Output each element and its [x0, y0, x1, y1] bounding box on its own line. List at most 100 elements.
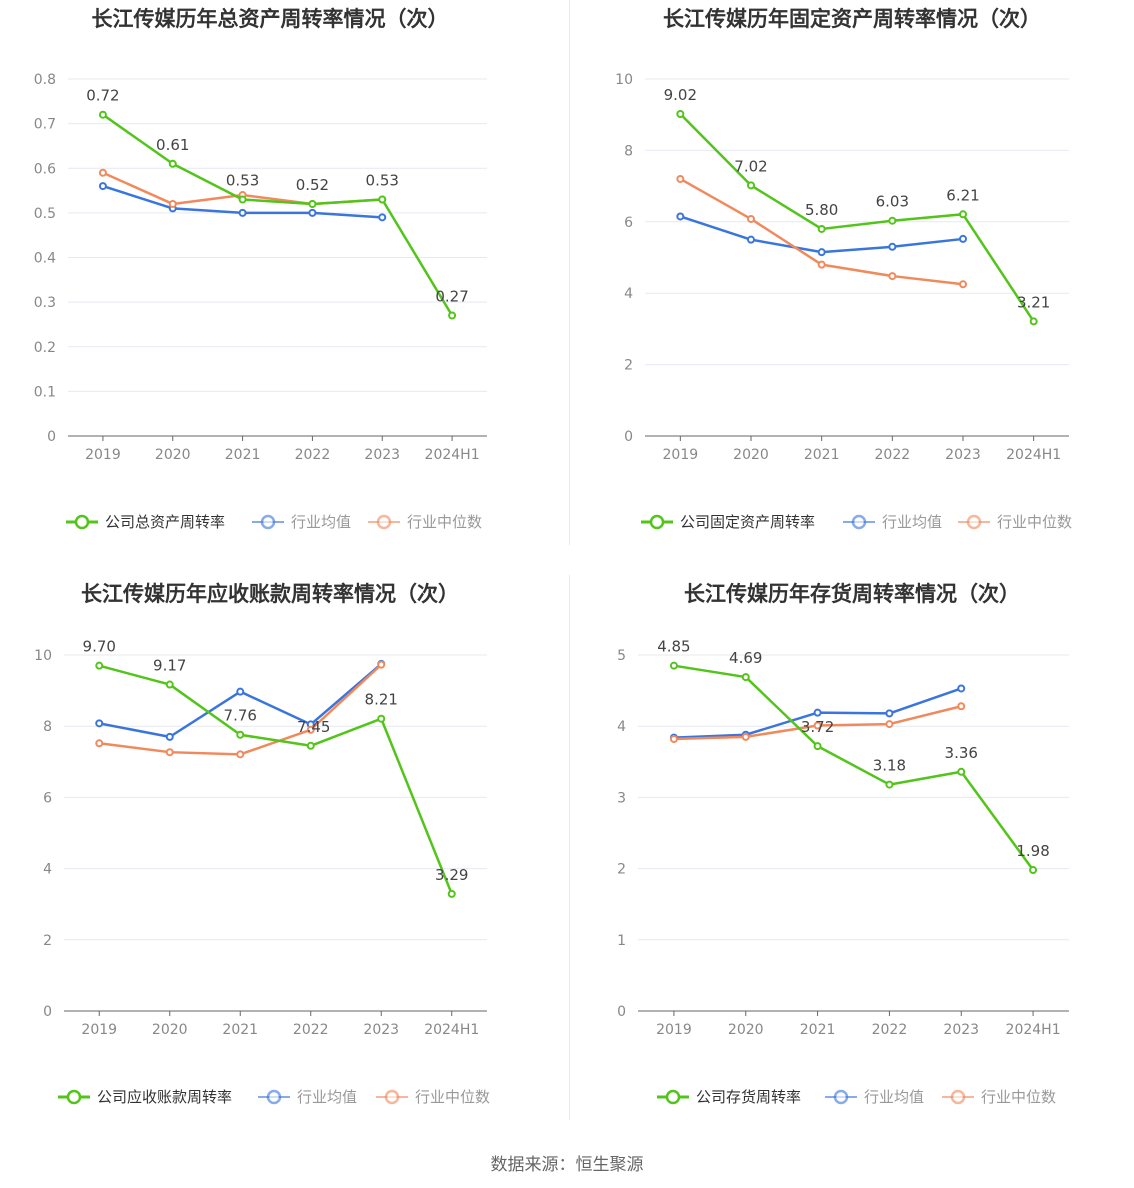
data-label: 0.72: [86, 87, 119, 105]
legend-marker-company: [66, 1089, 82, 1105]
x-tick-label: 2024H1: [424, 1022, 479, 1038]
data-label: 7.02: [734, 157, 767, 175]
data-point-avg: [813, 708, 822, 717]
y-tick-label: 2: [43, 933, 52, 949]
data-point-median: [236, 750, 245, 759]
data-point-median: [888, 272, 897, 281]
y-tick-label: 0.6: [34, 161, 56, 177]
legend-marker-avg: [851, 514, 867, 530]
data-label: 1.98: [1016, 842, 1049, 860]
data-point-company: [676, 109, 685, 118]
data-point-median: [168, 199, 177, 208]
data-point-company: [378, 195, 387, 204]
data-point-median: [377, 660, 386, 669]
data-point-avg: [165, 732, 174, 741]
x-tick-label: 2020: [733, 447, 769, 463]
data-label: 3.18: [873, 757, 906, 775]
data-point-company: [669, 661, 678, 670]
data-label: 0.61: [156, 136, 189, 154]
chart-title: 长江传媒历年应收账款周转率情况（次）: [81, 582, 459, 606]
x-tick-label: 2021: [225, 447, 261, 463]
data-point-median: [747, 214, 755, 223]
y-tick-label: 10: [615, 72, 633, 88]
y-tick-label: 0.7: [34, 117, 56, 133]
x-tick-label: 2019: [85, 447, 121, 463]
data-point-avg: [885, 709, 894, 718]
series-line-company: [679, 113, 1035, 323]
data-point-company: [165, 680, 174, 689]
data-point-company: [741, 673, 750, 682]
data-point-avg: [888, 242, 897, 251]
chart-svg: 长江传媒历年总资产周转率情况（次） 0 0.1 0.2 0.3 0.4 0.5 0.6 0.7 0…: [34, 7, 487, 531]
y-tick-label: 0.8: [34, 72, 56, 88]
data-label: 0.53: [226, 171, 259, 189]
y-tick-label: 0.3: [34, 295, 56, 311]
data-point-company: [308, 199, 317, 208]
data-label: 0.53: [366, 171, 399, 189]
data-point-company: [817, 224, 826, 233]
data-label: 9.70: [83, 638, 116, 656]
series-line-company: [673, 664, 1035, 871]
data-label: 6.03: [876, 193, 909, 211]
y-tick-label: 0: [624, 429, 633, 445]
data-point-median: [669, 735, 678, 744]
data-label: 4.85: [657, 638, 690, 656]
x-tick-label: 2024H1: [425, 447, 480, 463]
x-tick-label: 2019: [656, 1022, 692, 1038]
y-tick-label: 2: [617, 862, 626, 878]
data-point-avg: [957, 684, 966, 693]
data-label: 9.02: [664, 86, 697, 104]
data-point-company: [959, 210, 967, 219]
y-tick-label: 5: [617, 648, 626, 664]
data-point-median: [741, 732, 750, 741]
y-tick-label: 8: [624, 143, 633, 159]
data-point-median: [813, 721, 822, 730]
x-tick-label: 2023: [945, 447, 981, 463]
data-point-median: [95, 739, 104, 748]
data-point-company: [447, 889, 456, 898]
data-point-median: [885, 720, 894, 729]
data-point-company: [98, 110, 107, 119]
y-tick-label: 0.1: [34, 384, 56, 400]
legend-label-avg: 行业均值: [864, 1088, 924, 1106]
legend-marker-avg: [260, 514, 276, 530]
chart-title: 长江传媒历年存货周转率情况（次）: [684, 582, 1020, 606]
data-point-median: [98, 168, 107, 177]
data-label: 3.36: [945, 744, 978, 762]
x-tick-label: 2023: [363, 1022, 399, 1038]
data-label: 3.29: [435, 866, 468, 884]
data-point-avg: [676, 212, 685, 221]
legend-marker-median: [384, 1089, 400, 1105]
series-line-company: [98, 664, 453, 895]
y-tick-label: 0: [43, 1004, 52, 1020]
legend-label-company: 公司总资产周转率: [105, 513, 225, 531]
data-point-avg: [747, 235, 755, 244]
legend-label-median: 行业中位数: [981, 1088, 1056, 1106]
data-label: 0.27: [435, 288, 468, 306]
legend-marker-median: [966, 514, 982, 530]
y-tick-label: 2: [624, 358, 633, 374]
data-point-avg: [959, 234, 967, 243]
chart-svg: 长江传媒历年固定资产周转率情况（次） 0 2 4 6 8 10 2019 2020 2021 202…: [615, 7, 1072, 531]
legend-marker-avg: [833, 1089, 849, 1105]
legend-marker-company: [74, 514, 90, 530]
data-label: 6.21: [946, 186, 979, 204]
data-point-avg: [238, 208, 247, 217]
legend-marker-median: [376, 514, 392, 530]
data-point-company: [957, 767, 966, 776]
y-tick-label: 0: [47, 429, 56, 445]
data-point-company: [377, 714, 386, 723]
x-tick-label: 2023: [364, 447, 400, 463]
data-point-avg: [817, 248, 826, 257]
x-tick-label: 2019: [663, 447, 699, 463]
data-point-median: [959, 280, 967, 289]
x-tick-label: 2021: [222, 1022, 258, 1038]
y-tick-label: 8: [43, 719, 52, 735]
y-tick-label: 4: [617, 719, 626, 735]
y-tick-label: 0: [617, 1004, 626, 1020]
data-point-avg: [378, 213, 387, 222]
legend-label-company: 公司存货周转率: [696, 1088, 801, 1106]
data-point-company: [236, 730, 245, 739]
legend-label-company: 公司固定资产周转率: [680, 513, 815, 531]
y-tick-label: 0.2: [34, 340, 56, 356]
